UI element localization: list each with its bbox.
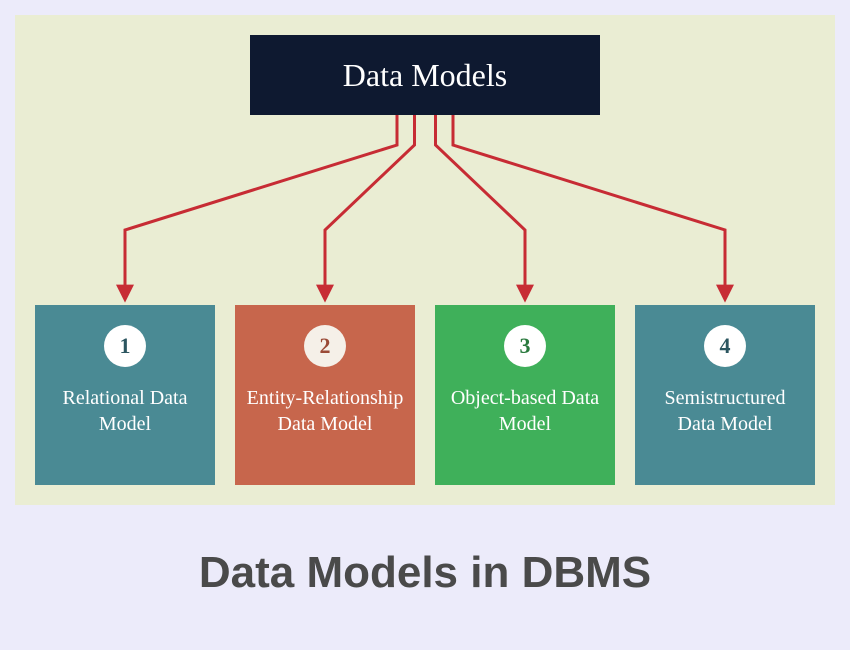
- arrow-2: [325, 115, 415, 299]
- model-label-2: Entity-Relationship Data Model: [235, 385, 415, 437]
- arrow-4: [453, 115, 725, 299]
- caption-text: Data Models in DBMS: [199, 548, 651, 598]
- caption-area: Data Models in DBMS: [0, 505, 850, 650]
- model-box-4: 4 Semistructured Data Model: [635, 305, 815, 485]
- header-title-text: Data Models: [343, 57, 507, 94]
- model-badge-4: 4: [704, 325, 746, 367]
- model-box-2: 2 Entity-Relationship Data Model: [235, 305, 415, 485]
- model-box-1: 1 Relational Data Model: [35, 305, 215, 485]
- header-title-box: Data Models: [250, 35, 600, 115]
- model-label-4: Semistructured Data Model: [635, 385, 815, 437]
- outer-container: Data Models 1 Relational Data Model 2 Entit…: [0, 0, 850, 650]
- model-badge-3: 3: [504, 325, 546, 367]
- model-label-1: Relational Data Model: [35, 385, 215, 437]
- model-badge-1: 1: [104, 325, 146, 367]
- arrow-3: [436, 115, 526, 299]
- model-box-3: 3 Object-based Data Model: [435, 305, 615, 485]
- model-label-3: Object-based Data Model: [435, 385, 615, 437]
- model-badge-2: 2: [304, 325, 346, 367]
- arrow-1: [125, 115, 397, 299]
- diagram-area: Data Models 1 Relational Data Model 2 Entit…: [15, 15, 835, 505]
